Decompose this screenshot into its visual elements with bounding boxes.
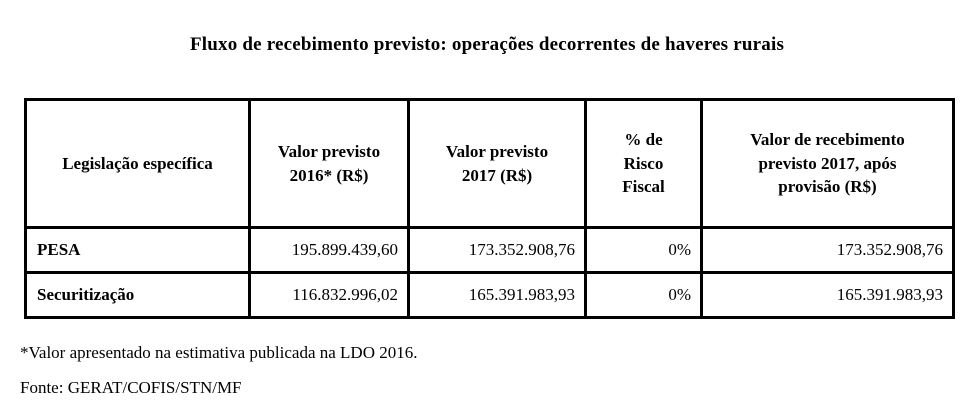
col-header-legislacao-especifica: Legislação específica bbox=[24, 98, 251, 229]
cell-pesa-recebimento-apos-provisao: 173.352.908,76 bbox=[700, 226, 955, 274]
footnotes-section: *Valor apresentado na estimativa publica… bbox=[20, 343, 974, 398]
row-label-securitizacao: Securitização bbox=[24, 271, 251, 319]
cell-pesa-valor-2016: 195.899.439,60 bbox=[248, 226, 410, 274]
footnote-asterisk: *Valor apresentado na estimativa publica… bbox=[20, 343, 418, 362]
cell-pesa-valor-2017: 173.352.908,76 bbox=[407, 226, 587, 274]
receivables-table: Legislação específica Valor previsto 201… bbox=[24, 98, 955, 319]
col-header-valor-previsto-2016: Valor previsto 2016* (R$) bbox=[248, 98, 410, 229]
row-label-pesa: PESA bbox=[24, 226, 251, 274]
cell-securitizacao-risco-fiscal: 0% bbox=[584, 271, 703, 319]
cell-securitizacao-valor-2016: 116.832.996,02 bbox=[248, 271, 410, 319]
header-row: Legislação específica Valor previsto 201… bbox=[24, 98, 955, 229]
col-header-recebimento-apos-provisao: Valor de recebimento previsto 2017, após… bbox=[700, 98, 955, 229]
cell-securitizacao-valor-2017: 165.391.983,93 bbox=[407, 271, 587, 319]
footnote-source: Fonte: GERAT/COFIS/STN/MF bbox=[20, 378, 242, 397]
table-row-pesa: PESA 195.899.439,60 173.352.908,76 0% 17… bbox=[24, 226, 955, 274]
col-header-valor-previsto-2017: Valor previsto 2017 (R$) bbox=[407, 98, 587, 229]
cell-pesa-risco-fiscal: 0% bbox=[584, 226, 703, 274]
col-header-risco-fiscal: % de Risco Fiscal bbox=[584, 98, 703, 229]
table-title: Fluxo de recebimento previsto: operações… bbox=[189, 34, 785, 55]
table-row-securitizacao: Securitização 116.832.996,02 165.391.983… bbox=[24, 271, 955, 319]
cell-securitizacao-recebimento-apos-provisao: 165.391.983,93 bbox=[700, 271, 955, 319]
